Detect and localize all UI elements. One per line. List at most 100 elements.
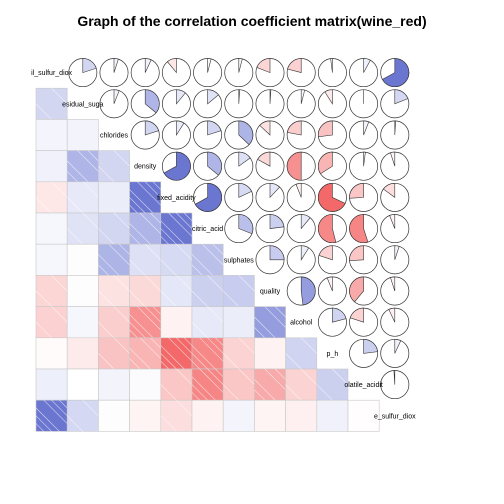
shade-cell-rect bbox=[67, 151, 98, 182]
shade-cell bbox=[161, 369, 192, 400]
shade-cell bbox=[98, 338, 129, 369]
shade-cell-rect bbox=[317, 400, 348, 431]
shade-cell bbox=[36, 338, 67, 369]
pie-cell bbox=[194, 183, 222, 211]
shade-cell-rect bbox=[98, 307, 129, 338]
shade-cell-rect bbox=[67, 275, 98, 306]
shade-cell-rect bbox=[161, 275, 192, 306]
shade-cell bbox=[98, 275, 129, 306]
pie-cell bbox=[318, 308, 346, 336]
shade-cell-rect bbox=[223, 307, 254, 338]
shade-cell bbox=[130, 275, 161, 306]
shade-cell bbox=[192, 275, 223, 306]
pie-cell bbox=[318, 152, 346, 180]
shade-cell bbox=[192, 400, 223, 431]
shade-cell-rect bbox=[98, 275, 129, 306]
pie-cell bbox=[256, 152, 284, 180]
shade-cell bbox=[36, 307, 67, 338]
pie-cell bbox=[350, 308, 378, 336]
shade-cell-rect bbox=[192, 244, 223, 275]
shade-cell bbox=[286, 369, 317, 400]
pie-cell bbox=[350, 59, 378, 87]
pie-cell bbox=[287, 59, 315, 87]
shade-cell bbox=[67, 400, 98, 431]
shade-cell bbox=[130, 307, 161, 338]
pie-cell bbox=[381, 371, 409, 399]
shade-cell bbox=[67, 275, 98, 306]
pie-slice bbox=[287, 121, 301, 135]
shade-cell-rect bbox=[98, 338, 129, 369]
pie-cell bbox=[225, 183, 253, 211]
shade-cell bbox=[36, 119, 67, 150]
shade-cell bbox=[67, 151, 98, 182]
pie-cell bbox=[225, 121, 253, 149]
shade-cell bbox=[317, 369, 348, 400]
shade-cell-rect bbox=[130, 307, 161, 338]
shade-cell-rect bbox=[36, 119, 67, 150]
pie-cell bbox=[162, 121, 190, 149]
shade-cell-rect bbox=[161, 369, 192, 400]
shade-cell-rect bbox=[36, 275, 67, 306]
diagonal-label: olatile_acidit bbox=[344, 382, 383, 389]
shade-cell-rect bbox=[36, 369, 67, 400]
shade-cell-rect bbox=[130, 369, 161, 400]
pie-cell bbox=[350, 90, 378, 118]
pie-cell bbox=[381, 339, 409, 367]
shade-cell bbox=[130, 182, 161, 213]
shade-cell-rect bbox=[36, 338, 67, 369]
pie-cell bbox=[287, 215, 315, 243]
shade-cell bbox=[36, 182, 67, 213]
pie-cell bbox=[318, 183, 346, 211]
pie-slice bbox=[364, 339, 378, 353]
pie-cell bbox=[256, 183, 284, 211]
pie-cell bbox=[381, 183, 409, 211]
pie-cell bbox=[381, 246, 409, 274]
shade-cell-rect bbox=[192, 400, 223, 431]
pie-cell bbox=[131, 121, 159, 149]
pie-cell bbox=[194, 121, 222, 149]
shade-cell bbox=[223, 369, 254, 400]
shade-cell bbox=[130, 213, 161, 244]
pie-cell bbox=[350, 152, 378, 180]
shade-cell-rect bbox=[98, 369, 129, 400]
diagonal-label: esidual_suga bbox=[62, 101, 103, 108]
pie-cell bbox=[381, 215, 409, 243]
pie-cell bbox=[350, 277, 378, 305]
shade-cell bbox=[317, 400, 348, 431]
shade-cell-rect bbox=[130, 182, 161, 213]
pie-cell bbox=[131, 90, 159, 118]
pie-slice bbox=[270, 215, 284, 229]
pie-cell bbox=[381, 121, 409, 149]
shade-cell-rect bbox=[36, 151, 67, 182]
shade-cell-rect bbox=[67, 307, 98, 338]
pie-cell bbox=[194, 90, 222, 118]
shade-cell bbox=[36, 369, 67, 400]
pie-cell bbox=[318, 246, 346, 274]
shade-cell bbox=[223, 307, 254, 338]
diagonal-label: fixed_acidity bbox=[157, 195, 196, 202]
shade-cell bbox=[161, 307, 192, 338]
shade-cell bbox=[286, 338, 317, 369]
shade-cell bbox=[130, 244, 161, 275]
pie-cell bbox=[318, 277, 346, 305]
shade-cell bbox=[223, 338, 254, 369]
pie-cell bbox=[381, 152, 409, 180]
shade-cell bbox=[67, 369, 98, 400]
diagonal-label: e_sulfur_diox bbox=[374, 413, 416, 420]
shade-cell bbox=[67, 119, 98, 150]
shade-cell bbox=[98, 244, 129, 275]
shade-cell-rect bbox=[130, 275, 161, 306]
pie-cell bbox=[381, 308, 409, 336]
shade-cell bbox=[161, 338, 192, 369]
shade-cell bbox=[98, 151, 129, 182]
shade-cell-rect bbox=[192, 275, 223, 306]
pie-cell bbox=[287, 277, 315, 305]
shade-cell bbox=[130, 369, 161, 400]
shade-cell bbox=[36, 400, 67, 431]
pie-cell bbox=[256, 121, 284, 149]
shade-cell bbox=[192, 307, 223, 338]
shade-cell-rect bbox=[36, 244, 67, 275]
shade-cell-rect bbox=[254, 338, 285, 369]
shade-cell-rect bbox=[36, 182, 67, 213]
shade-cell bbox=[67, 307, 98, 338]
